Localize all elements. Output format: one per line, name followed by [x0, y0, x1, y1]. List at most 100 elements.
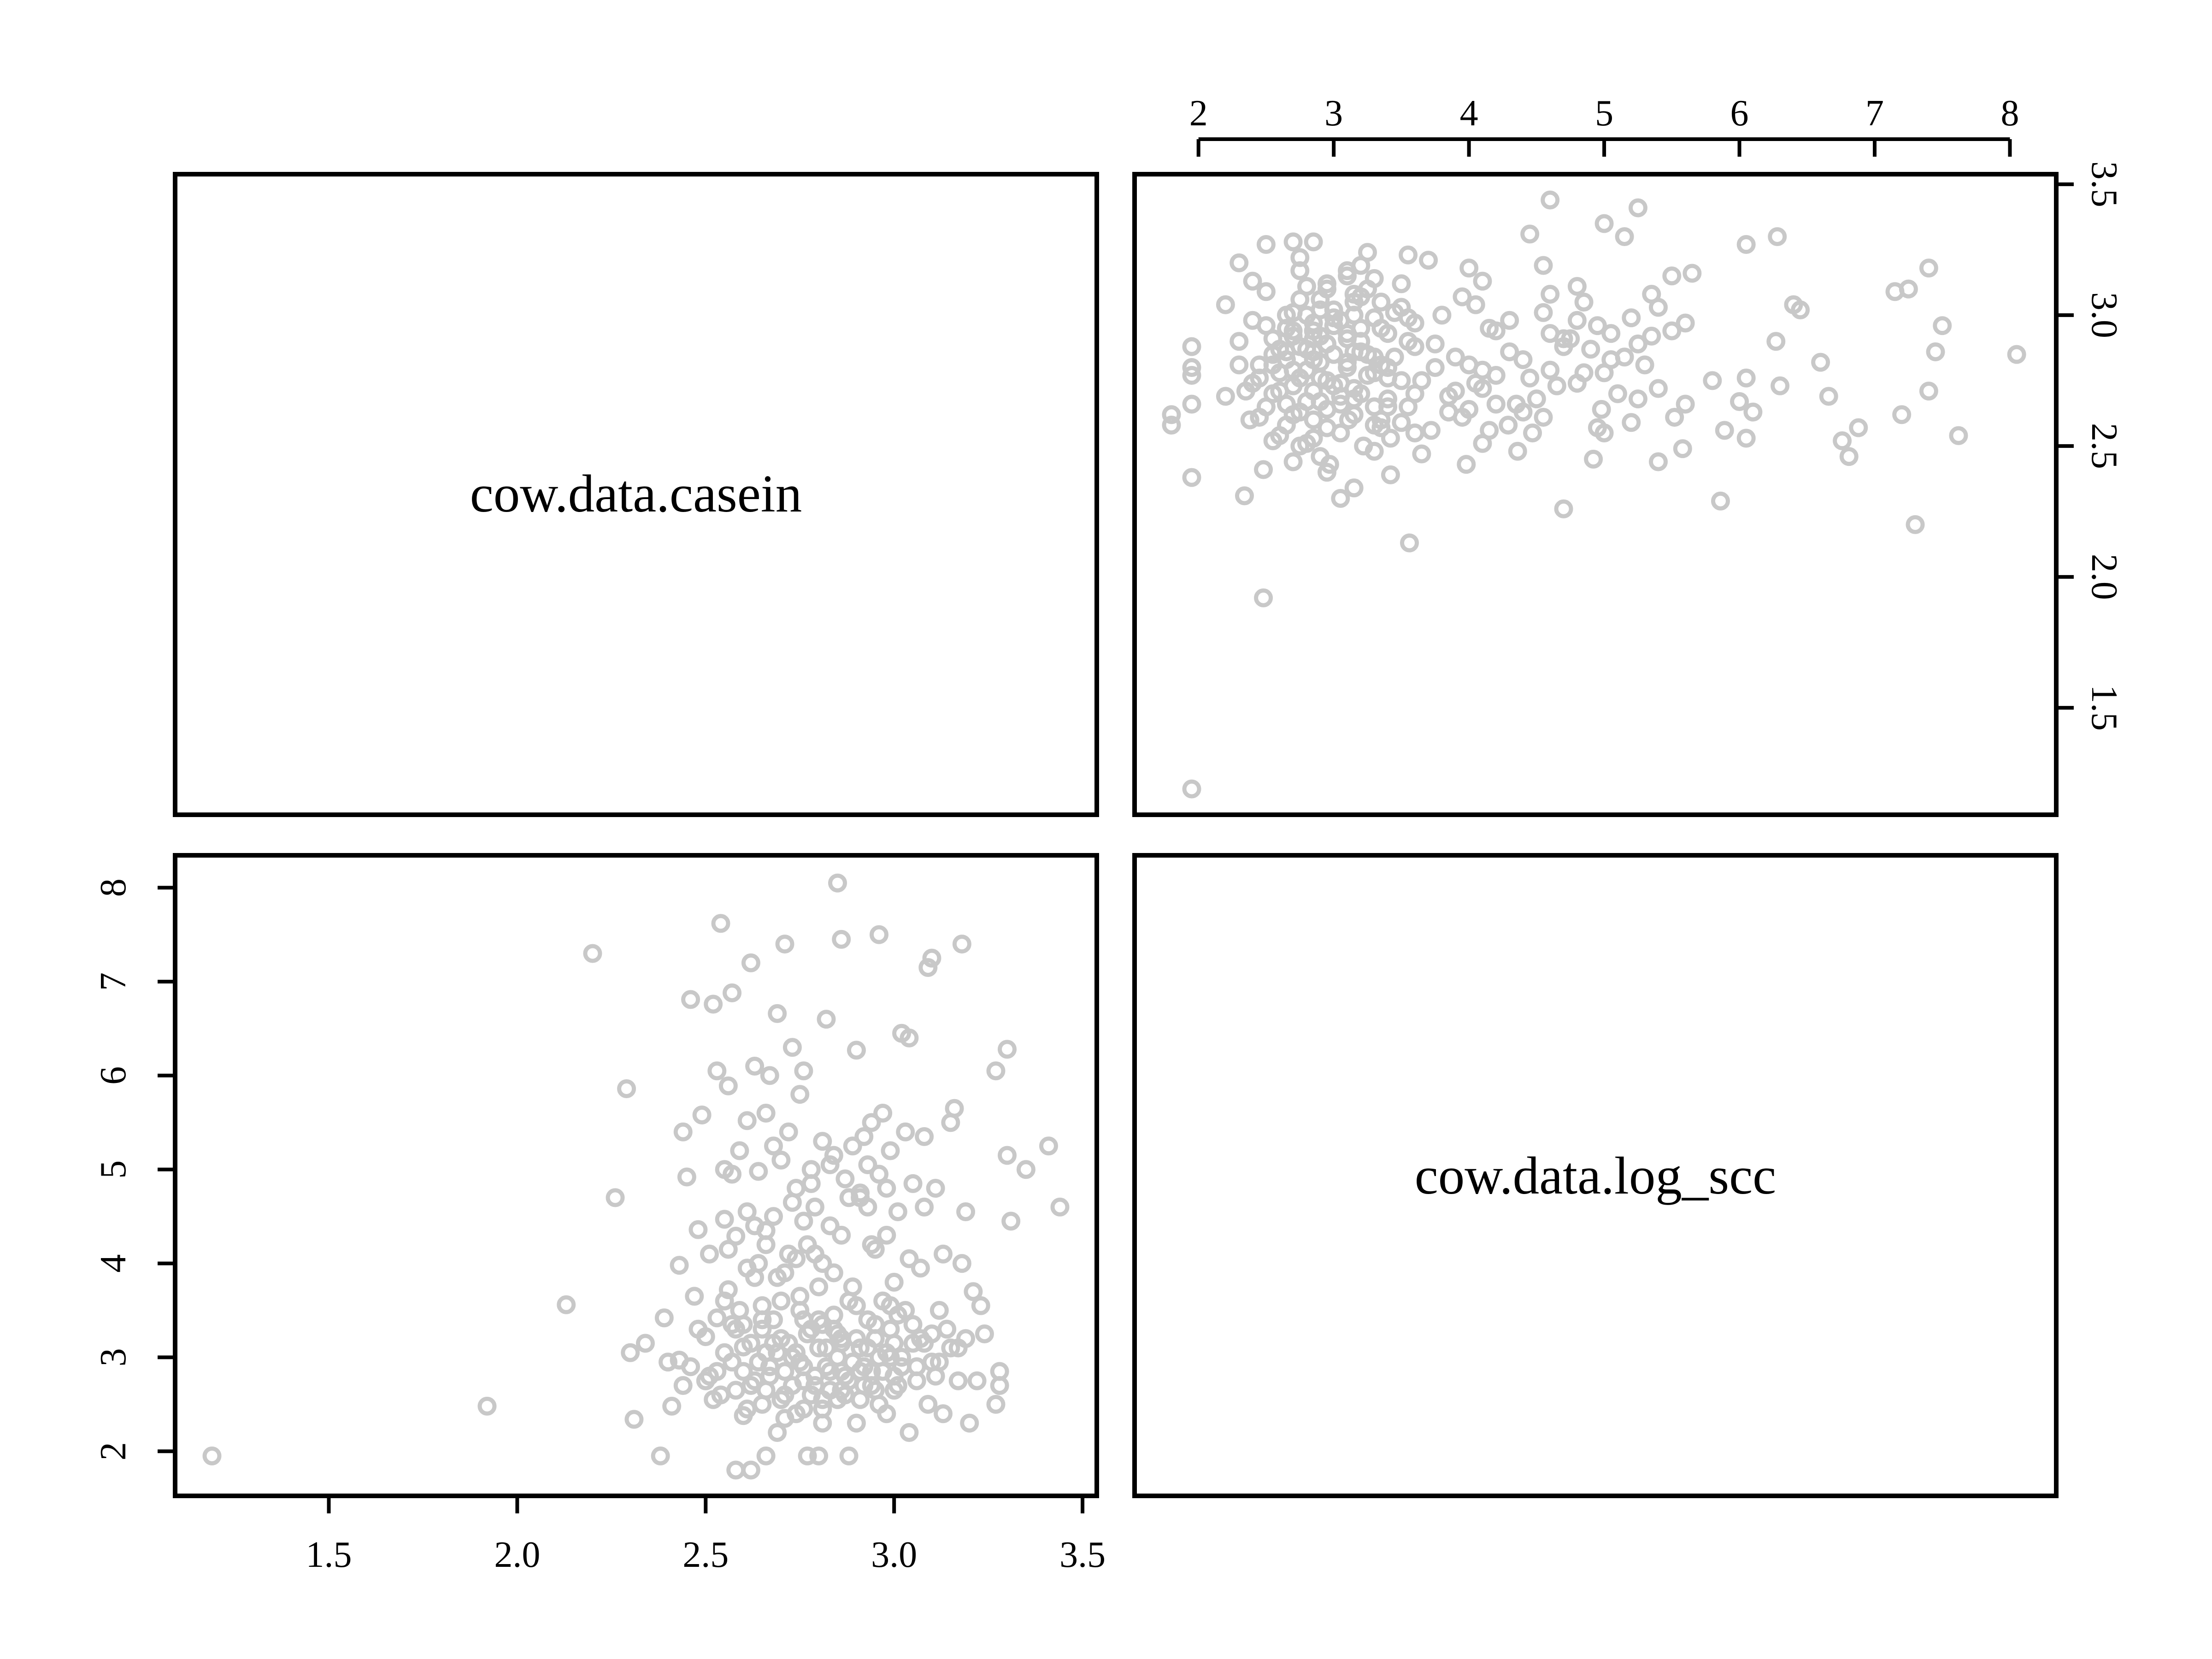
scatter-point	[756, 1381, 776, 1400]
scatter-point	[790, 1085, 810, 1104]
scatter-point	[1351, 384, 1371, 403]
scatter-point	[718, 1240, 738, 1259]
scatter-point	[1392, 413, 1411, 432]
scatter-point	[1371, 410, 1391, 429]
scatter-point	[1235, 486, 1254, 506]
scatter-point	[828, 873, 847, 893]
scatter-point	[1892, 405, 1912, 424]
scatter-point	[1392, 274, 1411, 294]
scatter-point	[851, 1390, 870, 1409]
scatter-point	[1541, 284, 1560, 304]
scatter-point	[1039, 1136, 1058, 1156]
scatter-point	[794, 1212, 813, 1231]
scatter-point	[926, 1179, 945, 1198]
scatter-point	[1311, 447, 1330, 466]
scatter-point	[700, 1244, 719, 1264]
scatter-point	[813, 1390, 832, 1409]
scatter-point	[998, 1146, 1017, 1165]
scatter-point	[1584, 449, 1603, 469]
scatter-point	[737, 1111, 757, 1130]
scatter-point	[730, 1141, 749, 1160]
scatter-point	[1833, 431, 1852, 451]
scatter-point	[998, 1040, 1017, 1059]
scatter-point	[1050, 1197, 1070, 1217]
scatter-point	[1230, 332, 1249, 351]
scatter-point	[1933, 316, 1952, 335]
scatter-point	[952, 1254, 971, 1273]
scatter-point	[1381, 429, 1400, 448]
scatter-point	[862, 1376, 881, 1395]
scatter-point	[1358, 366, 1377, 385]
scatter-point	[685, 1287, 704, 1306]
scatter-point	[809, 1338, 829, 1358]
scatter-point	[1453, 287, 1472, 306]
scatter-point	[1592, 400, 1611, 419]
scatter-point	[715, 1291, 734, 1311]
scatter-point	[888, 1306, 907, 1325]
top-axis-tick-label: 8	[2000, 93, 2019, 134]
scatter-point	[1399, 397, 1418, 417]
scatter-point	[1365, 269, 1384, 288]
scatter-point	[1567, 311, 1587, 330]
scatter-point	[1162, 415, 1181, 435]
scatter-point	[1642, 284, 1661, 304]
scatter-point	[835, 1169, 855, 1188]
scatter-point	[775, 935, 794, 954]
scatter-point	[1499, 415, 1518, 435]
scatter-point	[1324, 316, 1343, 335]
scatter-point	[839, 1446, 859, 1465]
scatter-point	[858, 1197, 877, 1217]
scatter-point	[1819, 387, 1838, 406]
scatter-point	[1547, 376, 1566, 395]
scatter-point	[1304, 329, 1323, 348]
scatter-point	[1400, 533, 1419, 553]
scatter-point	[1399, 332, 1418, 351]
scatter-point	[941, 1338, 960, 1358]
scatter-point	[696, 1371, 715, 1390]
scatter-point	[2007, 345, 2026, 364]
scatter-point	[1581, 340, 1600, 359]
scatter-point	[967, 1371, 987, 1390]
scatter-point	[1331, 489, 1350, 508]
scatter-point	[813, 1400, 832, 1419]
scatter-point	[817, 1010, 836, 1029]
scatter-point	[1399, 245, 1418, 265]
scatter-point	[688, 1220, 708, 1239]
scatter-point	[673, 1122, 693, 1141]
scatter-point	[888, 1376, 907, 1395]
scatter-point	[1254, 460, 1273, 479]
scatter-point	[782, 1193, 802, 1212]
scatter-point	[745, 1371, 765, 1390]
scatter-point	[1527, 389, 1546, 409]
scatter-point	[1182, 337, 1201, 356]
scatter-point	[741, 1460, 760, 1480]
scatter-point	[1290, 248, 1310, 267]
scatter-point	[971, 1296, 990, 1315]
scatter-point	[771, 1329, 791, 1348]
left-axis-tick-label: 8	[93, 878, 134, 897]
scatter-point	[677, 1167, 696, 1187]
scatter-point	[990, 1376, 1009, 1395]
scatter-point	[1486, 394, 1506, 414]
scatter-point	[753, 1296, 772, 1315]
scatter-point	[869, 1347, 888, 1367]
bottom-axis-tick-label: 1.5	[306, 1535, 352, 1575]
scatter-point	[964, 1282, 983, 1301]
scatter-point	[790, 1287, 810, 1306]
scatter-point	[1459, 259, 1479, 278]
scatter-point	[1277, 415, 1296, 435]
scatter-point	[1263, 329, 1282, 348]
scatter-point	[832, 1225, 851, 1245]
scatter-point	[1371, 418, 1391, 437]
scatter-point	[726, 1460, 746, 1480]
scatter-point	[1250, 407, 1269, 427]
scatter-point	[1473, 271, 1492, 291]
top-axis-tick-label: 5	[1595, 93, 1613, 134]
scatter-point	[1520, 224, 1540, 244]
scatter-point	[617, 1079, 636, 1098]
scatter-point	[1425, 358, 1445, 377]
scatter-point	[1703, 371, 1722, 390]
scatter-point	[986, 1061, 1006, 1081]
scatter-point	[1304, 382, 1323, 401]
scatter-point	[688, 1319, 708, 1339]
